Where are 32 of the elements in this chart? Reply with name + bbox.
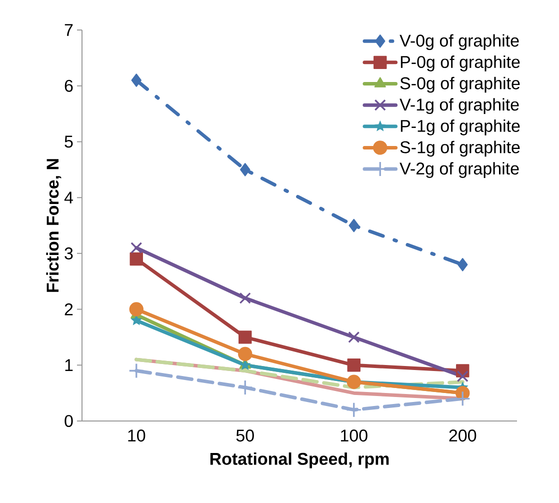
point bbox=[458, 258, 468, 272]
x-axis-title: Rotational Speed, rpm bbox=[210, 452, 389, 468]
x-tick-label: 50 bbox=[236, 430, 254, 442]
x-tick-label: 100 bbox=[341, 430, 368, 442]
point bbox=[457, 370, 468, 382]
y-tick-label: 6 bbox=[64, 80, 73, 92]
point bbox=[347, 358, 360, 372]
legend-label: P-0g of graphite bbox=[400, 56, 520, 72]
legend-label: S-0g of graphite bbox=[400, 76, 520, 93]
y-tick-label: 7 bbox=[64, 24, 73, 36]
y-tick-label: 0 bbox=[64, 414, 73, 428]
legend-label: P-1g of graphite bbox=[400, 119, 520, 136]
legend-label: V-1g of graphite bbox=[400, 98, 519, 114]
legend-label: V-0g of graphite bbox=[400, 34, 519, 50]
point bbox=[240, 163, 250, 176]
y-axis-title: Friction Force, N bbox=[46, 159, 62, 292]
point bbox=[238, 380, 252, 394]
x-tick-label: 200 bbox=[449, 430, 476, 442]
y-tick-label: 3 bbox=[64, 247, 73, 260]
legend-label: V-2g of graphite bbox=[400, 162, 519, 178]
point bbox=[131, 74, 142, 87]
y-tick-label: 1 bbox=[65, 359, 73, 371]
point bbox=[348, 332, 360, 343]
point bbox=[130, 252, 143, 266]
point bbox=[238, 330, 252, 344]
point bbox=[348, 218, 359, 232]
x-tick-label: 10 bbox=[128, 430, 146, 442]
y-tick-label: 2 bbox=[64, 303, 73, 316]
point bbox=[238, 346, 252, 362]
y-tick-label: 5 bbox=[64, 136, 73, 148]
legend-label: S-1g of graphite bbox=[400, 140, 520, 157]
y-tick-label: 4 bbox=[64, 192, 73, 204]
